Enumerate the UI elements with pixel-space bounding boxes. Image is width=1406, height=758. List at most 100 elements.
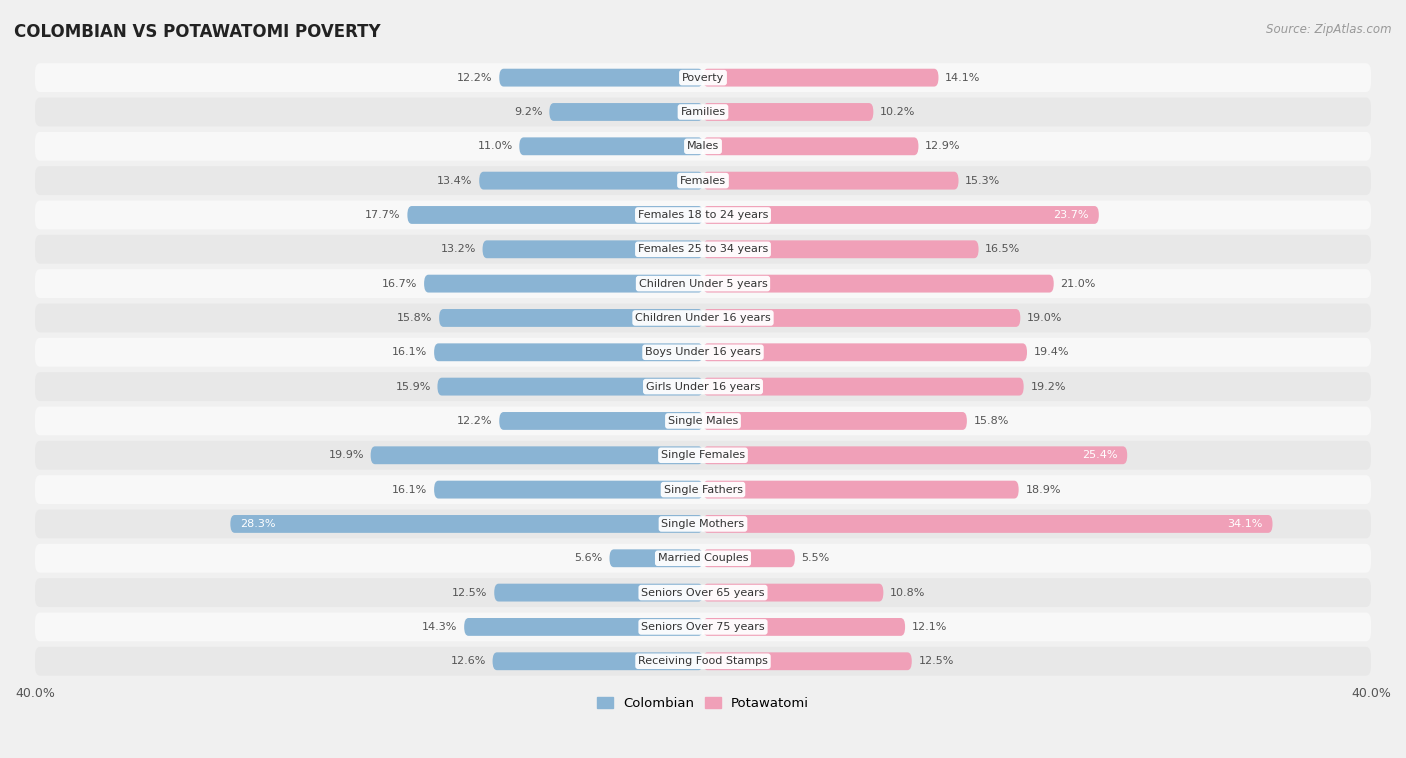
Text: 21.0%: 21.0%	[1060, 279, 1095, 289]
Text: Married Couples: Married Couples	[658, 553, 748, 563]
Text: 19.2%: 19.2%	[1031, 381, 1066, 392]
Text: Boys Under 16 years: Boys Under 16 years	[645, 347, 761, 357]
FancyBboxPatch shape	[703, 618, 905, 636]
FancyBboxPatch shape	[703, 240, 979, 258]
FancyBboxPatch shape	[35, 647, 1371, 675]
Text: 15.3%: 15.3%	[965, 176, 1001, 186]
Text: Families: Families	[681, 107, 725, 117]
FancyBboxPatch shape	[439, 309, 703, 327]
FancyBboxPatch shape	[35, 235, 1371, 264]
FancyBboxPatch shape	[408, 206, 703, 224]
FancyBboxPatch shape	[609, 550, 703, 567]
FancyBboxPatch shape	[35, 612, 1371, 641]
Text: 13.2%: 13.2%	[440, 244, 475, 254]
Text: Receiving Food Stamps: Receiving Food Stamps	[638, 656, 768, 666]
Text: 12.9%: 12.9%	[925, 141, 960, 152]
Text: 5.6%: 5.6%	[575, 553, 603, 563]
FancyBboxPatch shape	[35, 303, 1371, 332]
FancyBboxPatch shape	[35, 166, 1371, 195]
FancyBboxPatch shape	[703, 206, 1099, 224]
Text: 14.3%: 14.3%	[422, 622, 457, 632]
FancyBboxPatch shape	[35, 338, 1371, 367]
Text: Seniors Over 65 years: Seniors Over 65 years	[641, 587, 765, 597]
FancyBboxPatch shape	[703, 103, 873, 121]
FancyBboxPatch shape	[434, 481, 703, 499]
Text: 16.1%: 16.1%	[392, 484, 427, 495]
Text: 5.5%: 5.5%	[801, 553, 830, 563]
Text: COLOMBIAN VS POTAWATOMI POVERTY: COLOMBIAN VS POTAWATOMI POVERTY	[14, 23, 381, 41]
FancyBboxPatch shape	[703, 377, 1024, 396]
Text: Poverty: Poverty	[682, 73, 724, 83]
FancyBboxPatch shape	[703, 412, 967, 430]
Text: 15.8%: 15.8%	[973, 416, 1010, 426]
FancyBboxPatch shape	[519, 137, 703, 155]
Text: 12.6%: 12.6%	[450, 656, 486, 666]
Text: 14.1%: 14.1%	[945, 73, 980, 83]
FancyBboxPatch shape	[371, 446, 703, 464]
Text: 9.2%: 9.2%	[515, 107, 543, 117]
FancyBboxPatch shape	[35, 543, 1371, 573]
Text: 11.0%: 11.0%	[478, 141, 513, 152]
Text: Single Mothers: Single Mothers	[661, 519, 745, 529]
Text: 12.2%: 12.2%	[457, 73, 492, 83]
FancyBboxPatch shape	[703, 172, 959, 190]
FancyBboxPatch shape	[35, 201, 1371, 230]
Text: 16.5%: 16.5%	[986, 244, 1021, 254]
FancyBboxPatch shape	[35, 441, 1371, 470]
Text: Source: ZipAtlas.com: Source: ZipAtlas.com	[1267, 23, 1392, 36]
Text: 10.8%: 10.8%	[890, 587, 925, 597]
Text: Children Under 16 years: Children Under 16 years	[636, 313, 770, 323]
FancyBboxPatch shape	[35, 269, 1371, 298]
Text: Females 25 to 34 years: Females 25 to 34 years	[638, 244, 768, 254]
Text: 13.4%: 13.4%	[437, 176, 472, 186]
Text: Single Fathers: Single Fathers	[664, 484, 742, 495]
FancyBboxPatch shape	[703, 137, 918, 155]
Text: 19.4%: 19.4%	[1033, 347, 1069, 357]
FancyBboxPatch shape	[479, 172, 703, 190]
Text: 12.5%: 12.5%	[453, 587, 488, 597]
Text: 12.5%: 12.5%	[918, 656, 953, 666]
FancyBboxPatch shape	[437, 377, 703, 396]
Text: Seniors Over 75 years: Seniors Over 75 years	[641, 622, 765, 632]
Text: 19.9%: 19.9%	[329, 450, 364, 460]
Text: Single Males: Single Males	[668, 416, 738, 426]
FancyBboxPatch shape	[35, 509, 1371, 538]
FancyBboxPatch shape	[703, 309, 1021, 327]
Text: 12.2%: 12.2%	[457, 416, 492, 426]
FancyBboxPatch shape	[35, 63, 1371, 92]
Text: Females: Females	[681, 176, 725, 186]
Text: 16.1%: 16.1%	[392, 347, 427, 357]
Text: Girls Under 16 years: Girls Under 16 years	[645, 381, 761, 392]
Text: 25.4%: 25.4%	[1081, 450, 1118, 460]
FancyBboxPatch shape	[703, 584, 883, 602]
Text: 15.9%: 15.9%	[395, 381, 430, 392]
FancyBboxPatch shape	[231, 515, 703, 533]
FancyBboxPatch shape	[35, 132, 1371, 161]
FancyBboxPatch shape	[434, 343, 703, 362]
Text: 12.1%: 12.1%	[911, 622, 948, 632]
FancyBboxPatch shape	[703, 343, 1026, 362]
Text: Single Females: Single Females	[661, 450, 745, 460]
Text: 23.7%: 23.7%	[1053, 210, 1088, 220]
FancyBboxPatch shape	[703, 274, 1053, 293]
FancyBboxPatch shape	[550, 103, 703, 121]
FancyBboxPatch shape	[703, 69, 938, 86]
Text: 28.3%: 28.3%	[240, 519, 276, 529]
FancyBboxPatch shape	[499, 412, 703, 430]
FancyBboxPatch shape	[499, 69, 703, 86]
Text: Females 18 to 24 years: Females 18 to 24 years	[638, 210, 768, 220]
FancyBboxPatch shape	[35, 475, 1371, 504]
Legend: Colombian, Potawatomi: Colombian, Potawatomi	[592, 691, 814, 715]
FancyBboxPatch shape	[703, 446, 1128, 464]
Text: 18.9%: 18.9%	[1025, 484, 1062, 495]
FancyBboxPatch shape	[492, 653, 703, 670]
Text: 15.8%: 15.8%	[396, 313, 433, 323]
Text: 19.0%: 19.0%	[1026, 313, 1063, 323]
FancyBboxPatch shape	[464, 618, 703, 636]
FancyBboxPatch shape	[703, 550, 794, 567]
FancyBboxPatch shape	[703, 653, 911, 670]
FancyBboxPatch shape	[482, 240, 703, 258]
Text: Children Under 5 years: Children Under 5 years	[638, 279, 768, 289]
FancyBboxPatch shape	[35, 372, 1371, 401]
FancyBboxPatch shape	[35, 406, 1371, 435]
